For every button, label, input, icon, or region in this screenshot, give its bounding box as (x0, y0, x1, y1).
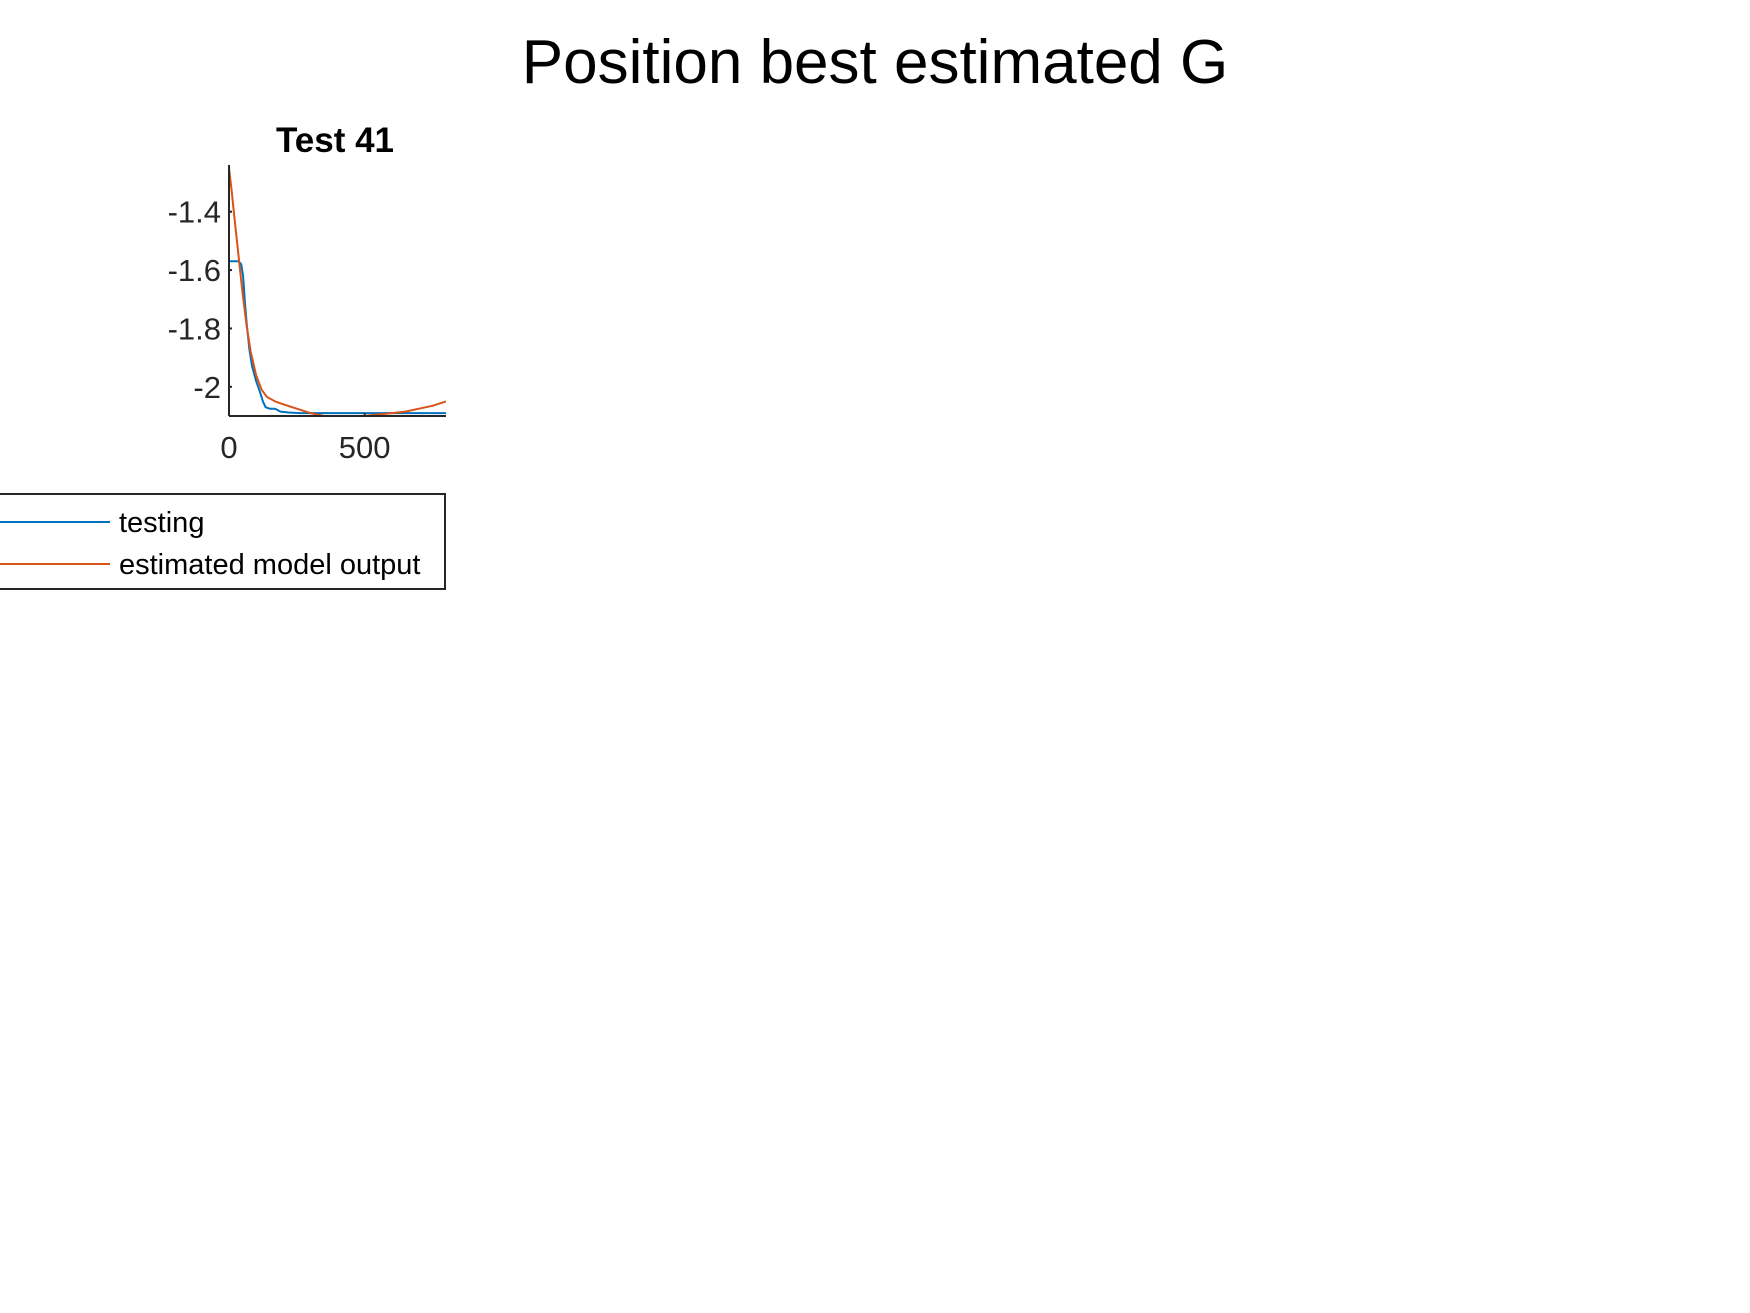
tick-layer: 0 500 -1.4 -1.6 -1.8 -2 (168, 195, 391, 465)
plot-axes: Test 41 0 500 -1.4 -1.6 -1.8 -2 (168, 121, 446, 465)
legend-box (0, 493, 446, 590)
axes-title: Test 41 (276, 121, 394, 160)
series-line-testing (229, 260, 446, 415)
x-tick-label: 0 (220, 430, 237, 465)
series-layer (229, 167, 446, 416)
legend-label-testing: testing (119, 507, 204, 539)
y-tick-label: -2 (193, 370, 221, 405)
legend: testing estimated model output (0, 493, 446, 590)
y-tick-label: -1.8 (168, 311, 221, 346)
series-line-estimated-model-output (229, 167, 446, 416)
legend-label-estimated-model-output: estimated model output (119, 549, 420, 581)
figure-suptitle: Position best estimated G (522, 28, 1228, 97)
y-tick-label: -1.4 (168, 195, 221, 230)
x-tick-label: 500 (339, 430, 391, 465)
y-tick-label: -1.6 (168, 253, 221, 288)
